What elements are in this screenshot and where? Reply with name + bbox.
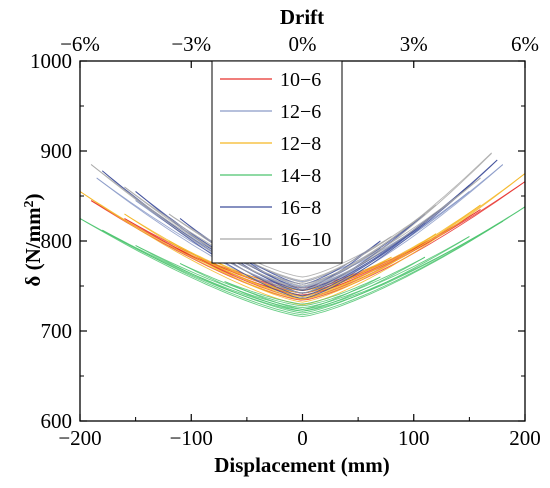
y-tick-label-900: 900 bbox=[41, 139, 73, 163]
series-16−10-loop-1-branch-1 bbox=[124, 177, 481, 291]
plot-area bbox=[80, 152, 525, 318]
top-axis-title: Drift bbox=[280, 5, 324, 29]
series-12−8-loop-0-branch-0 bbox=[80, 173, 525, 300]
x-tick-label--200: −200 bbox=[58, 426, 101, 450]
series-16−10-loop-0-branch-1 bbox=[90, 153, 492, 294]
series-16−10 bbox=[90, 152, 492, 294]
x-tick-label-0: 0 bbox=[297, 426, 308, 450]
series-12−8-loop-1-branch-1 bbox=[124, 204, 481, 303]
y-tick-label-800: 800 bbox=[41, 229, 73, 253]
y-tick-label-700: 700 bbox=[41, 319, 73, 343]
legend-label-12−8: 12−8 bbox=[280, 133, 321, 155]
x-tick-label-200: 200 bbox=[509, 426, 541, 450]
legend-box bbox=[211, 60, 343, 264]
series-14−8-loop-2-branch-0 bbox=[135, 236, 470, 309]
y-tick-label-1000: 1000 bbox=[30, 49, 72, 73]
legend-label-10−6: 10−6 bbox=[280, 69, 321, 91]
series-16−10-loop-1-branch-0 bbox=[124, 177, 481, 285]
y-axis-title-sup: 2 bbox=[22, 200, 37, 207]
y-tick-label-600: 600 bbox=[41, 409, 73, 433]
series-12−8-loop-2-branch-1 bbox=[168, 233, 437, 300]
y-axis-title-end: ) bbox=[21, 193, 45, 200]
series-14−8 bbox=[80, 206, 525, 318]
top-tick-label-4: 6% bbox=[511, 32, 539, 56]
legend-label-12−6: 12−6 bbox=[280, 101, 321, 123]
legend-label-16−10: 16−10 bbox=[280, 229, 331, 251]
legend: 10−6 12−6 12−8 14−8 16−8 16−10 bbox=[211, 60, 343, 264]
series-14−8-loop-3-branch-0 bbox=[179, 256, 426, 307]
legend-label-14−8: 14−8 bbox=[280, 165, 321, 187]
series-14−8-loop-4-branch-1 bbox=[224, 276, 381, 310]
axis-ticks: −200 −100 0 100 200 −6% −3% 0% 3% 6% 600 700 800 900 1… bbox=[30, 32, 541, 450]
series-14−8-loop-3-branch-1 bbox=[179, 256, 426, 312]
top-tick-label-1: −3% bbox=[171, 32, 211, 56]
y-axis-title: δ (N/mm2) bbox=[21, 193, 45, 286]
series-14−8-loop-2-branch-1 bbox=[135, 236, 470, 314]
series-12−8-loop-0-branch-1 bbox=[80, 173, 525, 306]
series-16−8-loop-0-branch-1 bbox=[102, 159, 498, 299]
y-axis-title-main: δ (N/mm bbox=[21, 207, 45, 287]
series-14−8-loop-1-branch-1 bbox=[102, 220, 504, 316]
x-tick-label--100: −100 bbox=[170, 426, 213, 450]
series-14−8-loop-4-branch-0 bbox=[224, 276, 381, 305]
legend-label-16−8: 16−8 bbox=[280, 197, 321, 219]
series-10−6-loop-0-branch-1 bbox=[90, 181, 525, 301]
series-14−8-loop-0-branch-1 bbox=[80, 206, 525, 318]
x-axis-title: Displacement (mm) bbox=[214, 453, 390, 477]
top-tick-label-3: 3% bbox=[400, 32, 428, 56]
x-tick-label-100: 100 bbox=[398, 426, 430, 450]
top-tick-label-2: 0% bbox=[289, 32, 317, 56]
top-tick-label-0: −6% bbox=[60, 32, 100, 56]
